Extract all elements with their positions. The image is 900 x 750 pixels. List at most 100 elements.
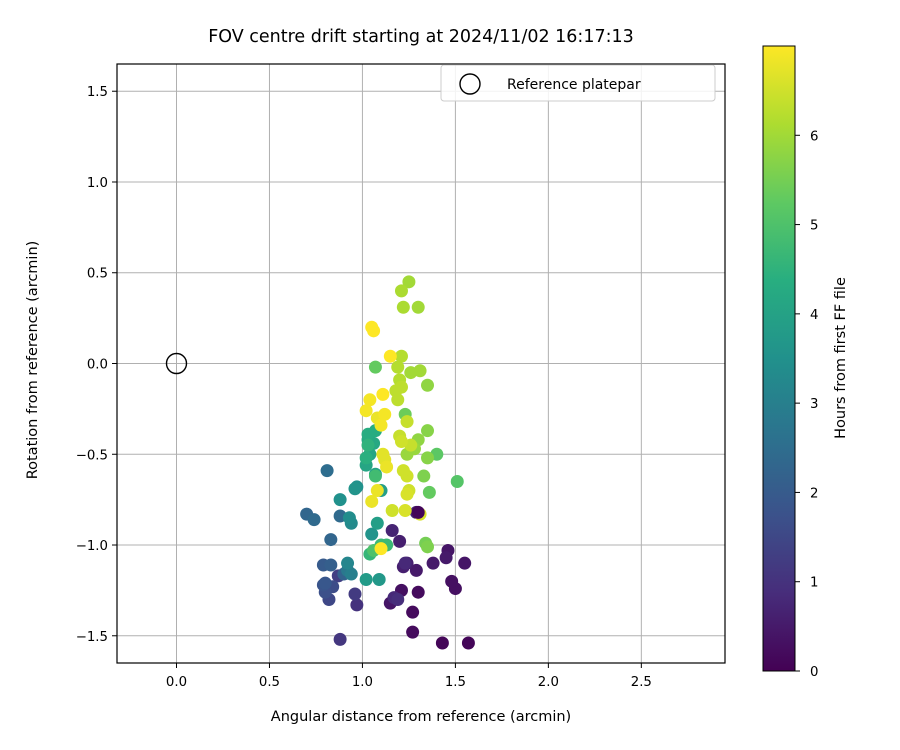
data-point (422, 485, 436, 499)
data-point (333, 493, 347, 507)
data-point (333, 632, 347, 646)
grid-lines (117, 64, 725, 663)
data-point (344, 567, 358, 581)
data-point (400, 415, 414, 429)
x-tick-label: 1.0 (352, 675, 373, 690)
data-point (396, 464, 410, 478)
data-point (359, 451, 373, 465)
data-point (411, 505, 425, 519)
data-point (318, 576, 332, 590)
colorbar-tick-label: 0 (810, 665, 818, 680)
data-point (342, 511, 356, 525)
colorbar-tick-label: 1 (810, 576, 818, 591)
legend-open-circle-icon (459, 73, 481, 95)
data-point (385, 523, 399, 537)
data-point (411, 585, 425, 599)
x-axis-label: Angular distance from reference (arcmin) (271, 709, 571, 725)
data-point (324, 558, 338, 572)
y-axis-label: Rotation from reference (arcmin) (25, 241, 41, 480)
colorbar-tick-label: 2 (810, 486, 818, 501)
colorbar-gradient (762, 45, 796, 672)
data-point (370, 484, 384, 498)
data-point (368, 360, 382, 374)
data-point (435, 636, 449, 650)
data-point (450, 474, 464, 488)
x-tick-label: 0.0 (166, 675, 187, 690)
y-tick-label: 0.0 (87, 358, 108, 373)
data-point (368, 469, 382, 483)
data-point (348, 482, 362, 496)
data-point (391, 592, 405, 606)
legend-label: Reference platepar (507, 77, 641, 93)
data-point (445, 574, 459, 588)
y-tick-label: −1.0 (76, 539, 108, 554)
data-point (411, 300, 425, 314)
data-point (458, 556, 472, 570)
data-point (365, 527, 379, 541)
y-tick-label: −0.5 (76, 448, 108, 463)
data-point (348, 587, 362, 601)
data-point (398, 504, 412, 518)
data-point (376, 387, 390, 401)
data-point (398, 556, 412, 570)
data-point (406, 625, 420, 639)
colorbar-label: Hours from first FF file (833, 277, 849, 439)
data-point (359, 404, 373, 418)
data-point (391, 393, 405, 407)
data-point (374, 418, 388, 432)
x-tick-label: 2.0 (538, 675, 559, 690)
data-point (421, 540, 435, 554)
data-point (341, 556, 355, 570)
data-point (374, 542, 388, 556)
data-point (396, 300, 410, 314)
data-point (372, 573, 386, 587)
data-point (383, 349, 397, 363)
data-point (391, 360, 405, 374)
colorbar-tick-label: 5 (810, 219, 818, 234)
data-point (378, 407, 392, 421)
y-axis-ticks: 1.5 1.0 0.5 0.0 −0.5 −1.0 −1.5 (76, 85, 117, 645)
data-points (300, 275, 475, 650)
colorbar-tick-label: 4 (810, 308, 818, 323)
y-tick-label: 1.5 (87, 85, 108, 100)
data-point (365, 320, 379, 334)
data-point (402, 275, 416, 289)
data-point (324, 533, 338, 547)
data-point (393, 534, 407, 548)
data-point (350, 598, 364, 612)
reference-platepar-marker (165, 352, 188, 375)
colorbar-tick-label: 6 (810, 129, 818, 144)
data-point (365, 494, 379, 508)
data-point (380, 460, 394, 474)
legend-box (440, 64, 716, 102)
data-point (307, 513, 321, 527)
data-point (439, 551, 453, 565)
data-point (426, 556, 440, 570)
colorbar-tick-label: 3 (810, 397, 818, 412)
data-point (409, 563, 423, 577)
colorbar-ticks: 0 1 2 3 4 5 6 (795, 129, 818, 680)
y-tick-label: 1.0 (87, 176, 108, 191)
data-point (359, 573, 373, 587)
data-point (394, 284, 408, 298)
colorbar: 0 1 2 3 4 5 6 Hours from first FF file (762, 45, 849, 680)
data-point (361, 438, 375, 452)
data-point (394, 349, 408, 363)
data-point (417, 469, 431, 483)
x-axis-ticks: 0.0 0.5 1.0 1.5 2.0 2.5 (166, 663, 652, 690)
data-point (363, 393, 377, 407)
data-point (320, 464, 334, 478)
x-tick-label: 1.5 (445, 675, 466, 690)
data-point (370, 516, 384, 530)
data-point (421, 451, 435, 465)
y-tick-label: −1.5 (76, 630, 108, 645)
x-tick-label: 2.5 (631, 675, 652, 690)
data-point (421, 424, 435, 438)
chart-title: FOV centre drift starting at 2024/11/02 … (208, 27, 634, 47)
x-tick-label: 0.5 (259, 675, 280, 690)
data-point (406, 605, 420, 619)
data-point (400, 487, 414, 501)
y-tick-label: 0.5 (87, 267, 108, 282)
data-point (404, 366, 418, 380)
